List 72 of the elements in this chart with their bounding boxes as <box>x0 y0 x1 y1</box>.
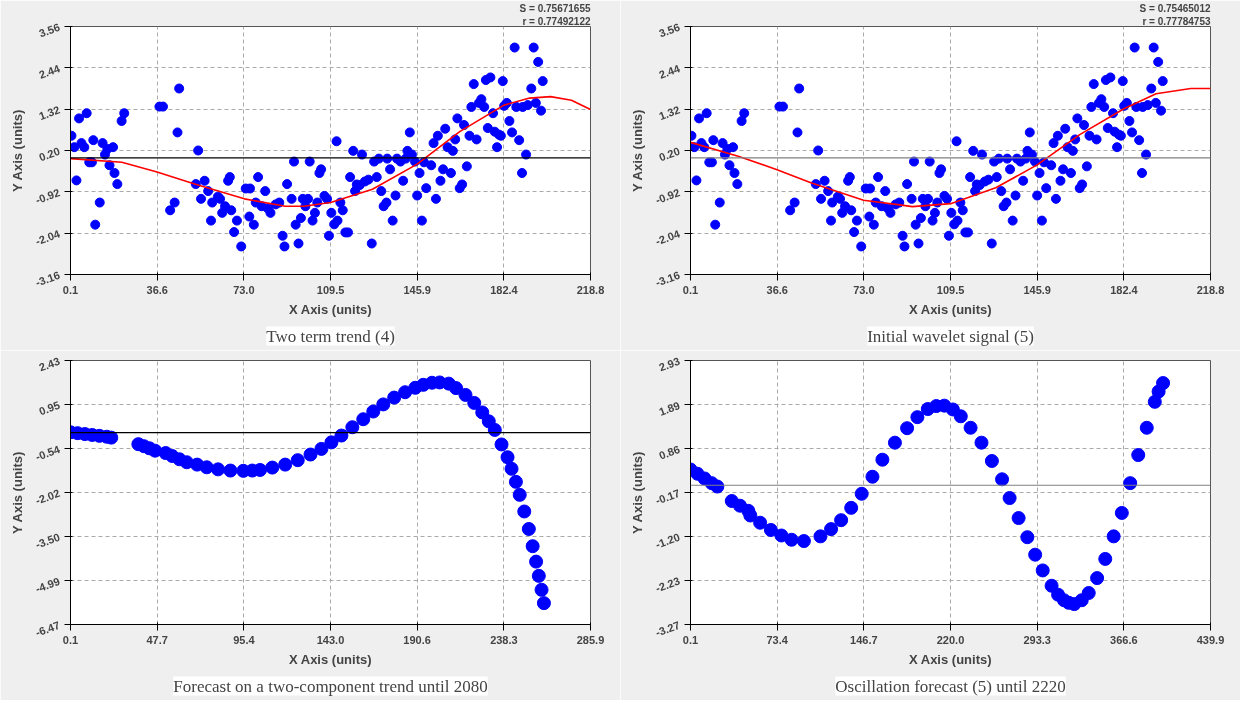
text: S = 0.75465012 <box>1139 2 1211 14</box>
x-tick-label: 146.7 <box>850 633 878 646</box>
x-tick-label: 36.6 <box>766 283 788 296</box>
x-tick-label: 73.0 <box>853 283 875 296</box>
y-tick-label: 0.95 <box>37 398 62 418</box>
y-tick-label: -3.16 <box>653 268 682 289</box>
y-axis-title: Y Axis (units) <box>10 109 26 193</box>
x-tick-label: 73.0 <box>233 283 255 296</box>
x-tick-label: 95.4 <box>233 633 256 646</box>
y-tick-label: 2.44 <box>37 61 63 81</box>
y-tick-label: 2.44 <box>657 61 683 81</box>
y-tick-label: 2.43 <box>37 354 62 374</box>
y-tick-label: -3.27 <box>653 618 682 639</box>
x-tick-label: 73.4 <box>766 633 789 646</box>
y-axis-title: Y Axis (units) <box>630 451 646 535</box>
x-tick-label: 218.8 <box>1196 283 1225 296</box>
x-tick-label: 143.0 <box>316 633 345 646</box>
x-tick-label: 0.1 <box>682 283 699 296</box>
y-tick-label: -0.92 <box>653 186 682 207</box>
y-axis-title: Y Axis (units) <box>630 109 646 193</box>
text: Initial wavelet signal (5) <box>867 326 1034 346</box>
y-tick-label: -3.16 <box>33 268 62 289</box>
y-tick-label: 0.20 <box>657 144 682 164</box>
y-tick-label: -2.23 <box>653 574 682 595</box>
x-tick-label: 47.7 <box>146 633 168 646</box>
y-tick-label: 0.20 <box>37 144 62 164</box>
x-tick-label: 0.1 <box>62 283 79 296</box>
x-tick-label: 0.1 <box>62 633 79 646</box>
x-tick-label: 220.0 <box>936 633 965 646</box>
x-tick-label: 0.1 <box>682 633 699 646</box>
text: Oscillation forecast (5) until 2220 <box>835 676 1066 696</box>
x-tick-label: 182.4 <box>1110 283 1139 296</box>
x-axis-title: X Axis (units) <box>908 301 992 317</box>
y-tick-label: -0.17 <box>653 486 682 507</box>
x-tick-label: 293.3 <box>1023 633 1051 646</box>
x-tick-label: 36.6 <box>146 283 168 296</box>
y-tick-label: 1.32 <box>37 103 62 123</box>
annotation: r = 0.77784753 <box>1142 15 1211 27</box>
x-tick-label: 109.5 <box>936 283 965 296</box>
y-tick-label: 3.56 <box>37 20 62 40</box>
x-tick-label: 238.3 <box>490 633 518 646</box>
x-tick-label: 218.8 <box>576 283 605 296</box>
y-tick-label: 1.89 <box>657 399 682 418</box>
x-axis-title: X Axis (units) <box>288 301 372 317</box>
y-tick-label: -3.50 <box>33 530 62 551</box>
y-tick-label: -4.99 <box>33 574 62 595</box>
y-tick-label: 3.56 <box>657 20 682 40</box>
text: S = 0.75671655 <box>519 2 591 14</box>
text: Forecast on a two-component trend until 2080 <box>173 676 488 696</box>
x-tick-label: 285.9 <box>576 633 605 646</box>
y-tick-label: -2.04 <box>653 227 683 248</box>
x-axis-title: X Axis (units) <box>908 651 992 667</box>
x-tick-label: 190.6 <box>403 633 431 646</box>
text: Two term trend (4) <box>266 326 395 346</box>
y-tick-label: -6.47 <box>33 618 62 639</box>
x-tick-label: 145.9 <box>1023 283 1051 296</box>
x-tick-label: 439.9 <box>1196 633 1225 646</box>
y-tick-label: -1.20 <box>653 530 682 551</box>
y-tick-label: -2.04 <box>33 227 63 248</box>
y-axis-title: Y Axis (units) <box>10 451 26 535</box>
y-tick-label: -0.54 <box>33 442 63 463</box>
x-tick-label: 366.6 <box>1110 633 1138 646</box>
x-tick-label: 145.9 <box>403 283 431 296</box>
y-tick-label: 2.93 <box>657 354 682 374</box>
y-tick-label: 0.86 <box>657 443 682 462</box>
x-tick-label: 182.4 <box>490 283 519 296</box>
x-axis-title: X Axis (units) <box>288 651 372 667</box>
annotation: r = 0.77492122 <box>522 15 591 27</box>
x-tick-label: 109.5 <box>316 283 345 296</box>
y-tick-label: 1.32 <box>657 103 682 123</box>
y-tick-label: -2.02 <box>33 486 62 507</box>
y-tick-label: -0.92 <box>33 186 62 207</box>
